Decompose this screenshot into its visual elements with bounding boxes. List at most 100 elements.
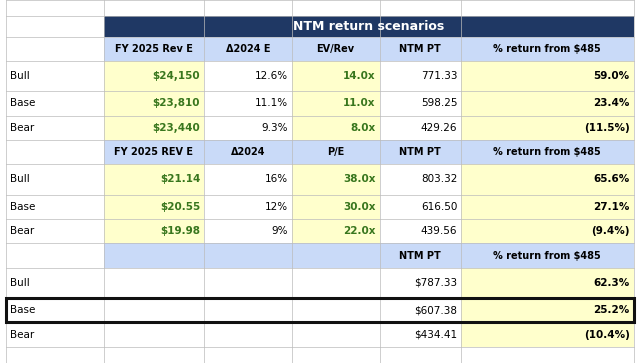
Bar	[104, 91, 204, 115]
Bar	[380, 61, 461, 91]
Bar	[461, 347, 634, 363]
Bar	[104, 243, 204, 268]
Text: Δ2024 E: Δ2024 E	[226, 44, 270, 54]
Bar	[104, 16, 634, 37]
Text: 598.25: 598.25	[420, 98, 458, 109]
Bar	[461, 195, 634, 219]
Bar	[204, 243, 292, 268]
Text: Bear: Bear	[10, 330, 35, 340]
Bar	[204, 91, 292, 115]
Bar	[204, 298, 292, 322]
Text: Base: Base	[10, 305, 36, 315]
Bar	[6, 268, 104, 298]
Bar	[461, 164, 634, 195]
Text: 11.0x: 11.0x	[343, 98, 376, 109]
Bar	[292, 268, 380, 298]
Text: (9.4%): (9.4%)	[591, 226, 630, 236]
Text: % return from $485: % return from $485	[493, 147, 601, 157]
Text: $20.55: $20.55	[160, 202, 200, 212]
Text: NTM PT: NTM PT	[399, 44, 441, 54]
Bar	[204, 195, 292, 219]
Text: 14.0x: 14.0x	[343, 71, 376, 81]
Bar	[6, 243, 104, 268]
Bar	[461, 140, 634, 164]
Text: 616.50: 616.50	[421, 202, 458, 212]
Bar	[380, 140, 461, 164]
Text: 11.1%: 11.1%	[255, 98, 288, 109]
Bar	[461, 219, 634, 243]
Bar	[104, 268, 204, 298]
Bar	[461, 37, 634, 61]
Bar	[6, 0, 104, 16]
Text: 25.2%: 25.2%	[593, 305, 630, 315]
Bar	[380, 322, 461, 347]
Bar	[380, 164, 461, 195]
Bar	[292, 243, 380, 268]
Bar	[104, 298, 204, 322]
Text: $607.38: $607.38	[414, 305, 458, 315]
Bar	[292, 140, 380, 164]
Bar	[292, 0, 380, 16]
Text: P/E: P/E	[327, 147, 344, 157]
Text: $434.41: $434.41	[414, 330, 458, 340]
Text: $19.98: $19.98	[160, 226, 200, 236]
Bar	[292, 347, 380, 363]
Bar	[204, 219, 292, 243]
Bar	[380, 298, 461, 322]
Text: 771.33: 771.33	[420, 71, 458, 81]
Text: EV/Rev: EV/Rev	[317, 44, 355, 54]
Bar	[292, 195, 380, 219]
Bar	[292, 61, 380, 91]
Bar	[204, 61, 292, 91]
Text: NTM return scenarios: NTM return scenarios	[293, 20, 444, 33]
Text: % return from $485: % return from $485	[493, 250, 601, 261]
Bar	[380, 243, 461, 268]
Bar	[6, 61, 104, 91]
Text: $24,150: $24,150	[152, 71, 200, 81]
Bar	[104, 61, 204, 91]
Bar	[204, 140, 292, 164]
Text: NTM PT: NTM PT	[399, 250, 441, 261]
Text: 16%: 16%	[265, 175, 288, 184]
Bar	[6, 16, 104, 37]
Text: Base: Base	[10, 202, 36, 212]
Bar	[6, 298, 634, 322]
Bar	[292, 37, 380, 61]
Text: FY 2025 REV E: FY 2025 REV E	[115, 147, 193, 157]
Text: 38.0x: 38.0x	[343, 175, 376, 184]
Bar	[461, 322, 634, 347]
Bar	[104, 115, 204, 140]
Bar	[6, 115, 104, 140]
Bar	[292, 219, 380, 243]
Bar	[6, 298, 104, 322]
Text: Base: Base	[10, 98, 36, 109]
Text: Bear: Bear	[10, 226, 35, 236]
Bar	[292, 115, 380, 140]
Bar	[461, 61, 634, 91]
Bar	[6, 219, 104, 243]
Bar	[204, 115, 292, 140]
Bar	[104, 140, 204, 164]
Bar	[292, 298, 380, 322]
Text: (10.4%): (10.4%)	[584, 330, 630, 340]
Text: (11.5%): (11.5%)	[584, 123, 630, 133]
Bar	[204, 268, 292, 298]
Bar	[380, 37, 461, 61]
Bar	[104, 164, 204, 195]
Bar	[204, 347, 292, 363]
Bar	[461, 91, 634, 115]
Text: 30.0x: 30.0x	[343, 202, 376, 212]
Text: 12.6%: 12.6%	[255, 71, 288, 81]
Bar	[6, 195, 104, 219]
Bar	[204, 322, 292, 347]
Text: Bull: Bull	[10, 175, 30, 184]
Bar	[6, 164, 104, 195]
Text: FY 2025 Rev E: FY 2025 Rev E	[115, 44, 193, 54]
Text: 429.26: 429.26	[420, 123, 458, 133]
Text: Bear: Bear	[10, 123, 35, 133]
Text: 23.4%: 23.4%	[593, 98, 630, 109]
Text: 62.3%: 62.3%	[593, 278, 630, 288]
Bar	[6, 347, 104, 363]
Bar	[380, 115, 461, 140]
Bar	[380, 0, 461, 16]
